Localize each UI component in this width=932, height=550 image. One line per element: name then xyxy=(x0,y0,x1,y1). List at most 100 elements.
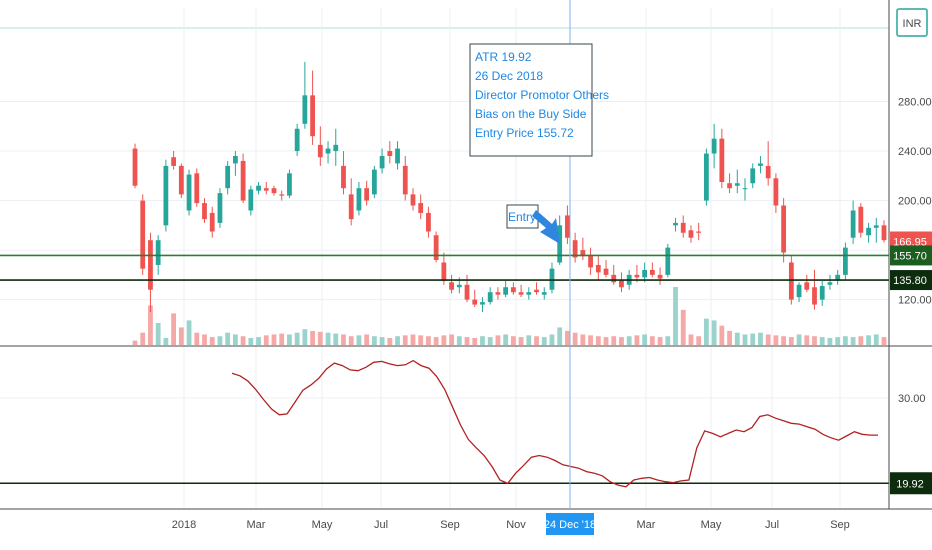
volume-bar xyxy=(178,327,184,345)
candle-body xyxy=(634,274,640,278)
volume-bar xyxy=(464,337,470,345)
volume-bar xyxy=(649,336,655,345)
candle-body xyxy=(410,194,416,206)
candle-body xyxy=(580,250,586,257)
candle-body xyxy=(719,138,725,182)
volume-bar xyxy=(472,337,478,345)
candle-body xyxy=(163,165,169,226)
x-tick-label: Sep xyxy=(440,519,460,531)
volume-bar xyxy=(696,336,702,345)
candle-body xyxy=(302,95,308,124)
volume-bar xyxy=(873,334,879,345)
volume-bar xyxy=(426,336,431,345)
candle-body xyxy=(310,95,315,137)
candle-body xyxy=(750,168,756,184)
candle-body xyxy=(711,138,717,154)
candle-body xyxy=(395,148,400,164)
candle-body xyxy=(178,165,184,195)
volume-bar xyxy=(132,340,138,345)
candle-body xyxy=(673,222,678,226)
currency-badge xyxy=(896,8,928,37)
candle-body xyxy=(642,269,648,278)
volume-bar xyxy=(155,323,161,345)
candle-body xyxy=(873,225,879,228)
entry-arrow xyxy=(532,210,560,244)
candle-body xyxy=(680,222,686,233)
volume-bar xyxy=(217,336,223,345)
candle-body xyxy=(858,206,864,233)
candle-body xyxy=(619,279,624,288)
volume-bar xyxy=(580,334,586,345)
volume-bar xyxy=(186,320,192,345)
volume-bar xyxy=(148,305,153,345)
candle-body xyxy=(572,240,578,258)
x-tick-label: Mar xyxy=(247,519,266,531)
atr-value-label: 19.92 xyxy=(896,478,924,490)
volume-bar xyxy=(325,332,331,345)
candle-body xyxy=(348,194,354,220)
crosshair-date-box xyxy=(546,513,594,535)
candle-body xyxy=(649,269,655,275)
volume-bar xyxy=(487,337,493,345)
candle-body xyxy=(850,210,856,238)
candle-body xyxy=(480,302,485,305)
grid-lines xyxy=(0,8,889,508)
candle-body xyxy=(534,289,539,293)
x-tick-label: 24 Dec '18 xyxy=(544,519,596,531)
volume-bar xyxy=(711,320,717,345)
volume-bar xyxy=(572,332,578,345)
volume-bar xyxy=(765,334,771,345)
volume-bar xyxy=(657,337,663,345)
volume-bar xyxy=(619,337,624,345)
volume-bar xyxy=(287,334,292,345)
candle-body xyxy=(557,225,563,263)
volume-bar xyxy=(858,336,864,345)
volume-bar xyxy=(294,332,300,345)
candle-body xyxy=(279,194,285,196)
volume-bar xyxy=(333,333,339,345)
candle-body xyxy=(248,189,254,211)
volume-bar xyxy=(341,334,346,345)
x-tick-label: Jul xyxy=(374,519,388,531)
x-tick-label: Nov xyxy=(506,519,526,531)
atr-value-box xyxy=(890,472,932,495)
candle-body xyxy=(294,128,300,152)
volume-bar xyxy=(866,335,871,345)
candle-body xyxy=(186,174,192,211)
candle-body xyxy=(595,264,601,273)
volume-bar xyxy=(673,287,678,345)
candle-body xyxy=(155,240,161,265)
candle-body xyxy=(402,165,408,195)
candle-body xyxy=(734,183,740,186)
candle-body xyxy=(171,157,177,166)
volume-bar xyxy=(750,333,756,345)
volume-bar xyxy=(827,337,833,345)
candle-body xyxy=(287,173,292,196)
candle-body xyxy=(449,282,454,290)
volume-bar xyxy=(626,336,632,345)
candle-body xyxy=(132,148,138,186)
volume-bar xyxy=(480,336,485,345)
candle-body xyxy=(333,144,339,152)
annotations: ATR 19.92 26 Dec 2018 Director Promotor Ot… xyxy=(469,0,609,508)
candle-body xyxy=(696,231,702,233)
volume-bar xyxy=(665,336,671,345)
candle-body xyxy=(456,284,462,288)
price-tag-label: 135.80 xyxy=(893,275,927,287)
candle-body xyxy=(773,178,779,206)
candle-body xyxy=(202,203,207,220)
volume-bar xyxy=(595,336,601,345)
volume-bar xyxy=(819,337,825,345)
volume-bar xyxy=(364,334,370,345)
annotation-line: ATR 19.92 xyxy=(475,50,532,64)
volume-bar xyxy=(704,318,709,345)
volume-bar xyxy=(495,335,501,345)
y-tick-label: 280.00 xyxy=(898,97,932,109)
candle-body xyxy=(819,286,825,300)
candle-body xyxy=(549,268,555,290)
volume-bar xyxy=(688,334,694,345)
volume-bar xyxy=(680,309,686,345)
candle-body xyxy=(510,287,516,293)
volume-bar xyxy=(611,336,617,345)
volume-bar xyxy=(209,337,215,345)
